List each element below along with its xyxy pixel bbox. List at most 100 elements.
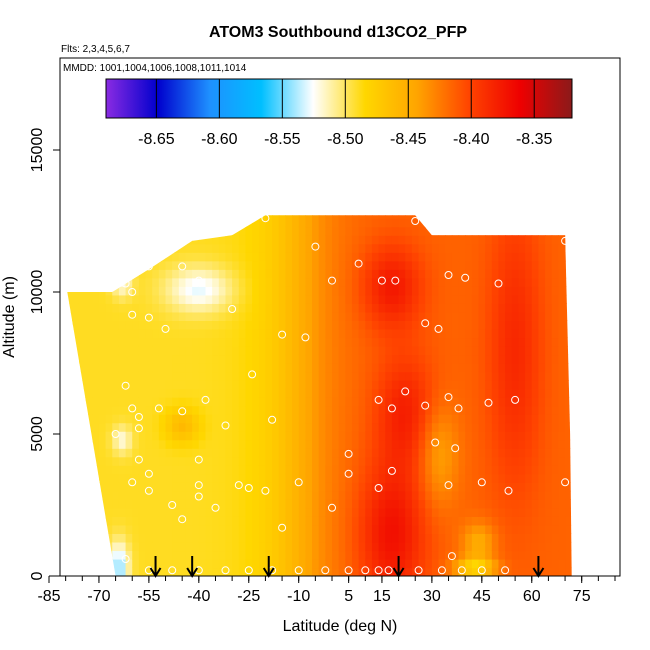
field-cell xyxy=(165,507,173,517)
field-cell xyxy=(385,473,393,483)
field-cell xyxy=(491,269,500,279)
field-cell xyxy=(458,226,466,236)
field-cell xyxy=(278,405,286,415)
field-cell xyxy=(298,328,306,339)
field-cell xyxy=(152,456,160,466)
field-cell xyxy=(125,414,133,424)
field-cell xyxy=(198,226,207,236)
field-cell xyxy=(225,269,233,279)
field-cell xyxy=(485,252,493,262)
field-cell xyxy=(478,345,486,356)
field-cell xyxy=(112,380,120,390)
field-cell xyxy=(152,448,160,458)
field-cell xyxy=(525,524,533,534)
field-cell xyxy=(232,499,240,509)
field-cell xyxy=(351,380,360,390)
field-cell xyxy=(525,388,533,398)
field-cell xyxy=(545,533,553,543)
field-cell xyxy=(92,473,100,483)
field-cell xyxy=(112,439,120,449)
field-cell xyxy=(358,550,366,560)
field-cell xyxy=(278,541,286,552)
field-cell xyxy=(431,388,440,398)
field-cell xyxy=(225,243,233,253)
field-cell xyxy=(92,414,100,424)
field-cell xyxy=(72,456,80,466)
field-cell xyxy=(98,414,107,424)
field-cell xyxy=(125,303,133,313)
field-cell xyxy=(391,473,400,483)
field-cell xyxy=(118,226,127,236)
field-cell xyxy=(525,397,533,407)
field-cell xyxy=(332,235,340,245)
field-cell xyxy=(551,558,559,569)
field-cell xyxy=(238,243,247,253)
field-cell xyxy=(212,269,220,279)
field-cell xyxy=(485,473,493,483)
field-cell xyxy=(531,363,540,373)
field-cell xyxy=(398,320,406,330)
field-cell xyxy=(132,215,140,219)
field-cell xyxy=(531,371,540,381)
field-cell xyxy=(258,294,267,304)
field-cell xyxy=(405,490,413,500)
field-cell xyxy=(212,363,220,373)
field-cell xyxy=(252,524,260,534)
field-cell xyxy=(345,422,353,432)
field-cell xyxy=(505,311,513,321)
field-cell xyxy=(125,541,133,552)
field-cell xyxy=(431,550,440,560)
field-cell xyxy=(85,218,93,228)
field-cell xyxy=(265,320,273,330)
field-cell xyxy=(158,422,167,432)
field-cell xyxy=(345,465,353,475)
field-cell xyxy=(365,277,373,287)
field-cell xyxy=(105,541,113,552)
field-cell xyxy=(78,439,87,449)
field-cell xyxy=(225,218,233,228)
field-cell xyxy=(172,371,180,381)
field-cell xyxy=(451,286,460,296)
field-cell xyxy=(245,499,253,509)
field-cell xyxy=(92,465,100,475)
field-cell xyxy=(138,448,147,458)
sample-point xyxy=(134,455,143,464)
field-cell xyxy=(511,414,520,424)
field-cell xyxy=(485,482,493,492)
field-cell xyxy=(511,388,520,398)
field-cell xyxy=(418,439,426,449)
field-cell xyxy=(145,541,153,552)
field-cell xyxy=(465,465,473,475)
field-cell xyxy=(198,414,207,424)
field-cell xyxy=(411,465,420,475)
field-cell xyxy=(178,286,187,296)
field-cell xyxy=(225,431,233,441)
field-cell xyxy=(258,380,267,390)
field-cell xyxy=(478,414,486,424)
field-cell xyxy=(478,439,486,449)
field-cell xyxy=(498,226,506,236)
field-cell xyxy=(418,541,426,552)
field-cell xyxy=(531,482,540,492)
field-cell xyxy=(371,456,380,466)
field-cell xyxy=(212,490,220,500)
field-cell xyxy=(185,260,193,270)
field-cell xyxy=(438,328,446,339)
field-cell xyxy=(385,422,393,432)
field-cell xyxy=(158,277,167,287)
field-cell xyxy=(105,558,113,569)
field-cell xyxy=(385,507,393,517)
field-cell xyxy=(192,405,200,415)
field-cell xyxy=(105,516,113,526)
field-cell xyxy=(252,431,260,441)
field-cell xyxy=(558,277,566,287)
field-cell xyxy=(505,414,513,424)
field-cell xyxy=(192,533,200,543)
field-cell xyxy=(498,507,506,517)
sample-point xyxy=(134,413,143,421)
field-cell xyxy=(405,482,413,492)
field-cell xyxy=(152,226,160,236)
field-cell xyxy=(238,465,247,475)
field-cell xyxy=(385,337,393,347)
field-cell xyxy=(491,473,500,483)
